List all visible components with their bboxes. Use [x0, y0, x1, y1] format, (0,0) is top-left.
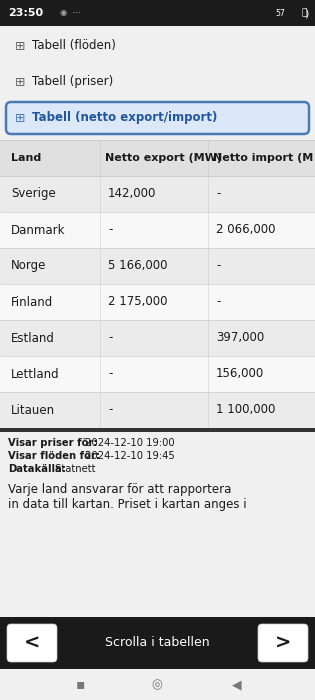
Bar [0, 428, 315, 432]
Text: Netto import (M: Netto import (M [213, 153, 313, 163]
Bar [0, 140, 315, 176]
Text: >: > [275, 634, 291, 652]
FancyBboxPatch shape [7, 624, 57, 662]
Text: Varje land ansvarar för att rapportera: Varje land ansvarar för att rapportera [8, 483, 232, 496]
Text: ): ) [304, 8, 308, 18]
Bar [0, 248, 315, 284]
Text: Visar flöden för:: Visar flöden för: [8, 451, 100, 461]
Text: ▪: ▪ [75, 678, 85, 692]
Text: ◉  ⋯: ◉ ⋯ [60, 8, 81, 18]
Bar [0, 356, 315, 392]
Text: -: - [216, 188, 220, 200]
Text: Statnett: Statnett [51, 464, 95, 474]
Text: Danmark: Danmark [11, 223, 66, 237]
Text: -: - [108, 332, 112, 344]
Bar [0, 392, 315, 428]
Text: Scrolla i tabellen: Scrolla i tabellen [105, 636, 210, 650]
Text: Finland: Finland [11, 295, 53, 309]
Text: -: - [108, 368, 112, 381]
FancyBboxPatch shape [258, 624, 308, 662]
FancyBboxPatch shape [6, 102, 309, 134]
Text: Datakälla:: Datakälla: [8, 464, 66, 474]
Text: Tabell (netto export/import): Tabell (netto export/import) [32, 111, 217, 125]
Text: :  [302, 8, 307, 18]
Text: Netto export (MW): Netto export (MW) [105, 153, 222, 163]
Bar [0, 669, 315, 700]
Text: Land: Land [11, 153, 41, 163]
Bar [0, 176, 315, 212]
Text: 397,000: 397,000 [216, 332, 264, 344]
Text: -: - [108, 403, 112, 416]
Text: 23:50: 23:50 [8, 8, 43, 18]
Text: 1 100,000: 1 100,000 [216, 403, 275, 416]
Bar [0, 617, 315, 669]
Text: Estland: Estland [11, 332, 55, 344]
Text: 156,000: 156,000 [216, 368, 264, 381]
Bar [0, 320, 315, 356]
Text: Sverige: Sverige [11, 188, 56, 200]
Text: 2024-12-10 19:45: 2024-12-10 19:45 [82, 451, 175, 461]
Text: 5 166,000: 5 166,000 [108, 260, 168, 272]
Text: 142,000: 142,000 [108, 188, 156, 200]
Bar [6, 66, 309, 98]
Text: Tabell (priser): Tabell (priser) [32, 76, 113, 88]
Bar [0, 212, 315, 248]
Text: Norge: Norge [11, 260, 46, 272]
Text: Visar priser för:: Visar priser för: [8, 438, 98, 448]
Text: ⊞: ⊞ [15, 111, 25, 125]
Text: 57: 57 [275, 8, 285, 18]
Text: 2024-12-10 19:00: 2024-12-10 19:00 [82, 438, 175, 448]
Text: ⊞: ⊞ [15, 76, 25, 88]
Text: ◎: ◎ [152, 678, 163, 691]
Text: <: < [24, 634, 40, 652]
Text: Tabell (flöden): Tabell (flöden) [32, 39, 116, 52]
Bar [0, 0, 315, 26]
Text: ◀: ◀ [232, 678, 242, 691]
Bar [0, 284, 315, 320]
Text: 2 175,000: 2 175,000 [108, 295, 168, 309]
Text: in data till kartan. Priset i kartan anges i: in data till kartan. Priset i kartan ang… [8, 498, 247, 511]
Text: Lettland: Lettland [11, 368, 60, 381]
Text: ⊞: ⊞ [15, 39, 25, 52]
Text: 2 066,000: 2 066,000 [216, 223, 276, 237]
Text: -: - [108, 223, 112, 237]
Text: Litauen: Litauen [11, 403, 55, 416]
Text: -: - [216, 260, 220, 272]
Text: -: - [216, 295, 220, 309]
Bar [6, 30, 309, 62]
